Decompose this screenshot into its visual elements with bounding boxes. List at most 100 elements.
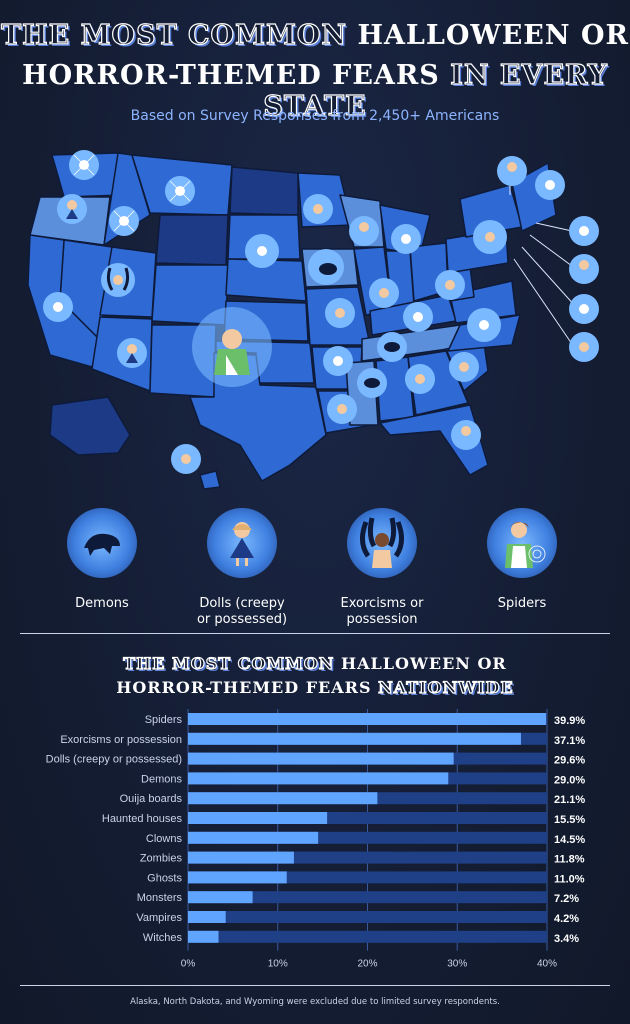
bar <box>188 732 521 745</box>
category-label: Vampires <box>136 912 182 924</box>
bar <box>188 831 319 844</box>
category-label: Exorcisms or possession <box>60 734 182 746</box>
doll-icon <box>497 156 527 186</box>
exorcism-icon <box>347 508 417 578</box>
bar <box>188 792 378 805</box>
category-label: Ouija boards <box>120 793 183 805</box>
exorcism-icon <box>449 352 479 382</box>
state-markers <box>43 150 599 474</box>
divider <box>20 985 610 986</box>
value-label: 29.0% <box>554 774 585 786</box>
spider-icon <box>535 170 565 200</box>
exorcism-icon <box>101 263 135 297</box>
state-wyoming <box>155 214 229 266</box>
bar-track <box>188 930 547 943</box>
spider-icon <box>43 292 73 322</box>
doll-icon <box>451 420 481 450</box>
spider-icon <box>323 346 353 376</box>
divider <box>20 633 610 634</box>
exorcism-icon <box>569 332 599 362</box>
legend-label: Spiders <box>497 596 547 611</box>
title-line-1: THE MOST COMMON HALLOWEEN OR <box>0 19 629 51</box>
bar-track <box>188 911 547 923</box>
spider-icon <box>391 224 421 254</box>
x-tick-label: 40% <box>537 959 557 970</box>
callout-lines <box>509 171 577 348</box>
spider-icon <box>245 234 279 268</box>
spider-icon <box>487 508 557 578</box>
spider-icon <box>569 216 599 246</box>
value-label: 37.1% <box>554 735 585 747</box>
category-label: Demons <box>141 773 182 785</box>
bar <box>188 930 219 943</box>
state-north-dakota <box>229 166 299 216</box>
chart-title-line-2: HORROR-THEMED FEARS NATIONWIDE <box>116 677 514 697</box>
bar <box>188 871 287 884</box>
doll-icon <box>207 508 277 578</box>
category-label: Dolls (creepy or possessed) <box>46 754 182 766</box>
doll-icon <box>569 254 599 284</box>
exorcism-icon <box>325 298 355 328</box>
us-map <box>27 150 599 490</box>
footnote: Alaska, North Dakota, and Wyoming were e… <box>130 997 500 1007</box>
spider-icon-large <box>192 307 272 387</box>
bar <box>188 891 253 904</box>
exorcism-icon <box>327 394 357 424</box>
state-alaska <box>49 396 131 456</box>
spider-icon <box>109 206 139 236</box>
exorcism-icon <box>303 194 333 224</box>
spider-icon <box>69 150 99 180</box>
x-tick-label: 10% <box>268 959 288 970</box>
spider-icon <box>467 308 501 342</box>
value-label: 15.5% <box>554 814 585 826</box>
x-tick-label: 0% <box>181 959 196 970</box>
spider-icon <box>569 294 599 324</box>
value-label: 4.2% <box>554 913 579 925</box>
chart-title-line-1: THE MOST COMMON HALLOWEEN OR <box>123 653 507 673</box>
category-label: Haunted houses <box>102 813 183 825</box>
exorcism-icon <box>369 278 399 308</box>
category-label: Monsters <box>137 892 183 904</box>
demon-icon <box>308 249 344 285</box>
bar <box>188 851 294 864</box>
doll-icon <box>117 338 147 368</box>
legend-label: Demons <box>75 596 129 611</box>
bar <box>188 812 328 824</box>
exorcism-icon <box>405 364 435 394</box>
value-label: 14.5% <box>554 834 585 846</box>
value-label: 39.9% <box>554 715 585 727</box>
bar <box>188 911 226 923</box>
legend-spiders: Spiders <box>462 508 582 612</box>
fears-bar-chart: 0% 10% 20% 30% 40% Spiders 39.9% Exorcisms or p… <box>46 709 585 970</box>
category-label: Witches <box>143 932 183 944</box>
exorcism-icon <box>473 220 507 254</box>
category-label: Spiders <box>145 714 183 726</box>
bar <box>188 772 449 785</box>
exorcism-icon <box>171 444 201 474</box>
x-tick-label: 20% <box>357 959 377 970</box>
bar <box>188 752 454 765</box>
value-label: 3.4% <box>554 933 579 945</box>
legend-exorcisms: Exorcisms or possession <box>322 508 442 628</box>
category-label: Zombies <box>140 853 183 865</box>
spider-icon <box>403 302 433 332</box>
x-tick-label: 30% <box>447 959 467 970</box>
legend-label: Exorcisms or possession <box>340 596 424 627</box>
exorcism-icon <box>435 270 465 300</box>
value-label: 29.6% <box>554 755 585 767</box>
demon-icon <box>67 508 137 578</box>
value-label: 11.8% <box>554 854 585 866</box>
doll-icon <box>57 194 87 224</box>
value-label: 11.0% <box>554 873 585 885</box>
legend-dolls: Dolls (creepy or possessed) <box>182 508 302 628</box>
subtitle: Based on Survey Responses from 2,450+ Am… <box>130 108 500 124</box>
state-nebraska <box>225 258 307 302</box>
doll-icon <box>349 216 379 246</box>
demon-icon <box>357 368 387 398</box>
spider-icon <box>165 176 195 206</box>
state-hawaii <box>199 470 221 490</box>
title-line-2: HORROR-THEMED FEARS IN EVERY STATE <box>22 59 608 122</box>
demon-icon <box>377 332 407 362</box>
bar-track <box>188 891 547 904</box>
legend-demons: Demons <box>42 508 162 612</box>
